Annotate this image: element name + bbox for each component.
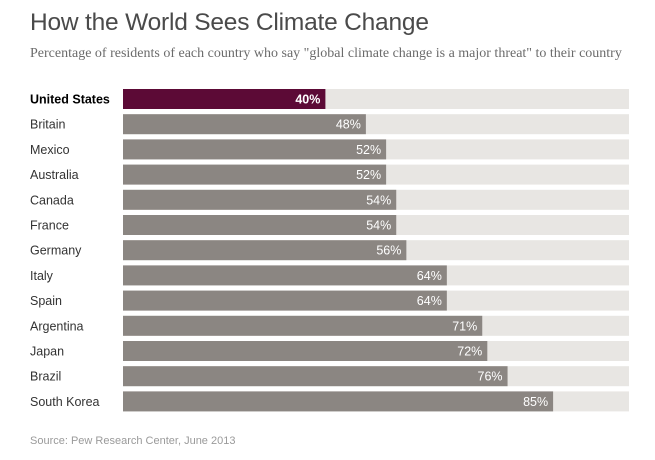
value-label-france: 54% [366, 219, 391, 233]
chart-title: How the World Sees Climate Change [30, 9, 429, 36]
bar-germany [123, 240, 407, 261]
category-label-south-korea: South Korea [30, 395, 100, 409]
value-label-united-states: 40% [295, 93, 320, 107]
value-label-south-korea: 85% [523, 395, 548, 409]
value-label-australia: 52% [356, 168, 381, 182]
value-label-argentina: 71% [452, 319, 477, 333]
bar-france [123, 215, 397, 235]
value-label-mexico: 52% [356, 143, 381, 157]
value-label-japan: 72% [457, 345, 482, 359]
bar-japan [123, 341, 488, 361]
category-label-australia: Australia [30, 168, 79, 182]
bar-chart: United States 40% Britain 48% Mexico 52% Austr… [30, 89, 629, 412]
bar-spain [123, 290, 447, 311]
category-label-united-states: United States [30, 93, 110, 107]
bar-argentina [123, 315, 483, 336]
bar-britain [123, 114, 366, 135]
bar-mexico [123, 139, 387, 160]
bar-united-states [123, 89, 326, 109]
bar-italy [123, 265, 447, 286]
category-label-germany: Germany [30, 244, 82, 258]
category-label-france: France [30, 219, 69, 233]
value-label-canada: 54% [366, 193, 391, 207]
category-label-argentina: Argentina [30, 319, 84, 333]
chart-subtitle: Percentage of residents of each country … [30, 46, 622, 61]
value-label-italy: 64% [417, 269, 442, 283]
category-label-britain: Britain [30, 118, 65, 132]
category-label-brazil: Brazil [30, 370, 61, 384]
source-note: Source: Pew Research Center, June 2013 [30, 435, 236, 447]
bar-canada [123, 189, 397, 210]
bar-south-korea [123, 391, 554, 412]
bar-brazil [123, 366, 508, 387]
value-label-brazil: 76% [478, 370, 503, 384]
value-label-spain: 64% [417, 294, 442, 308]
category-label-mexico: Mexico [30, 143, 70, 157]
value-label-britain: 48% [336, 118, 361, 132]
category-label-spain: Spain [30, 294, 62, 308]
value-label-germany: 56% [376, 244, 401, 258]
bar-australia [123, 164, 387, 185]
category-label-japan: Japan [30, 345, 64, 359]
category-label-canada: Canada [30, 193, 74, 207]
category-label-italy: Italy [30, 269, 54, 283]
